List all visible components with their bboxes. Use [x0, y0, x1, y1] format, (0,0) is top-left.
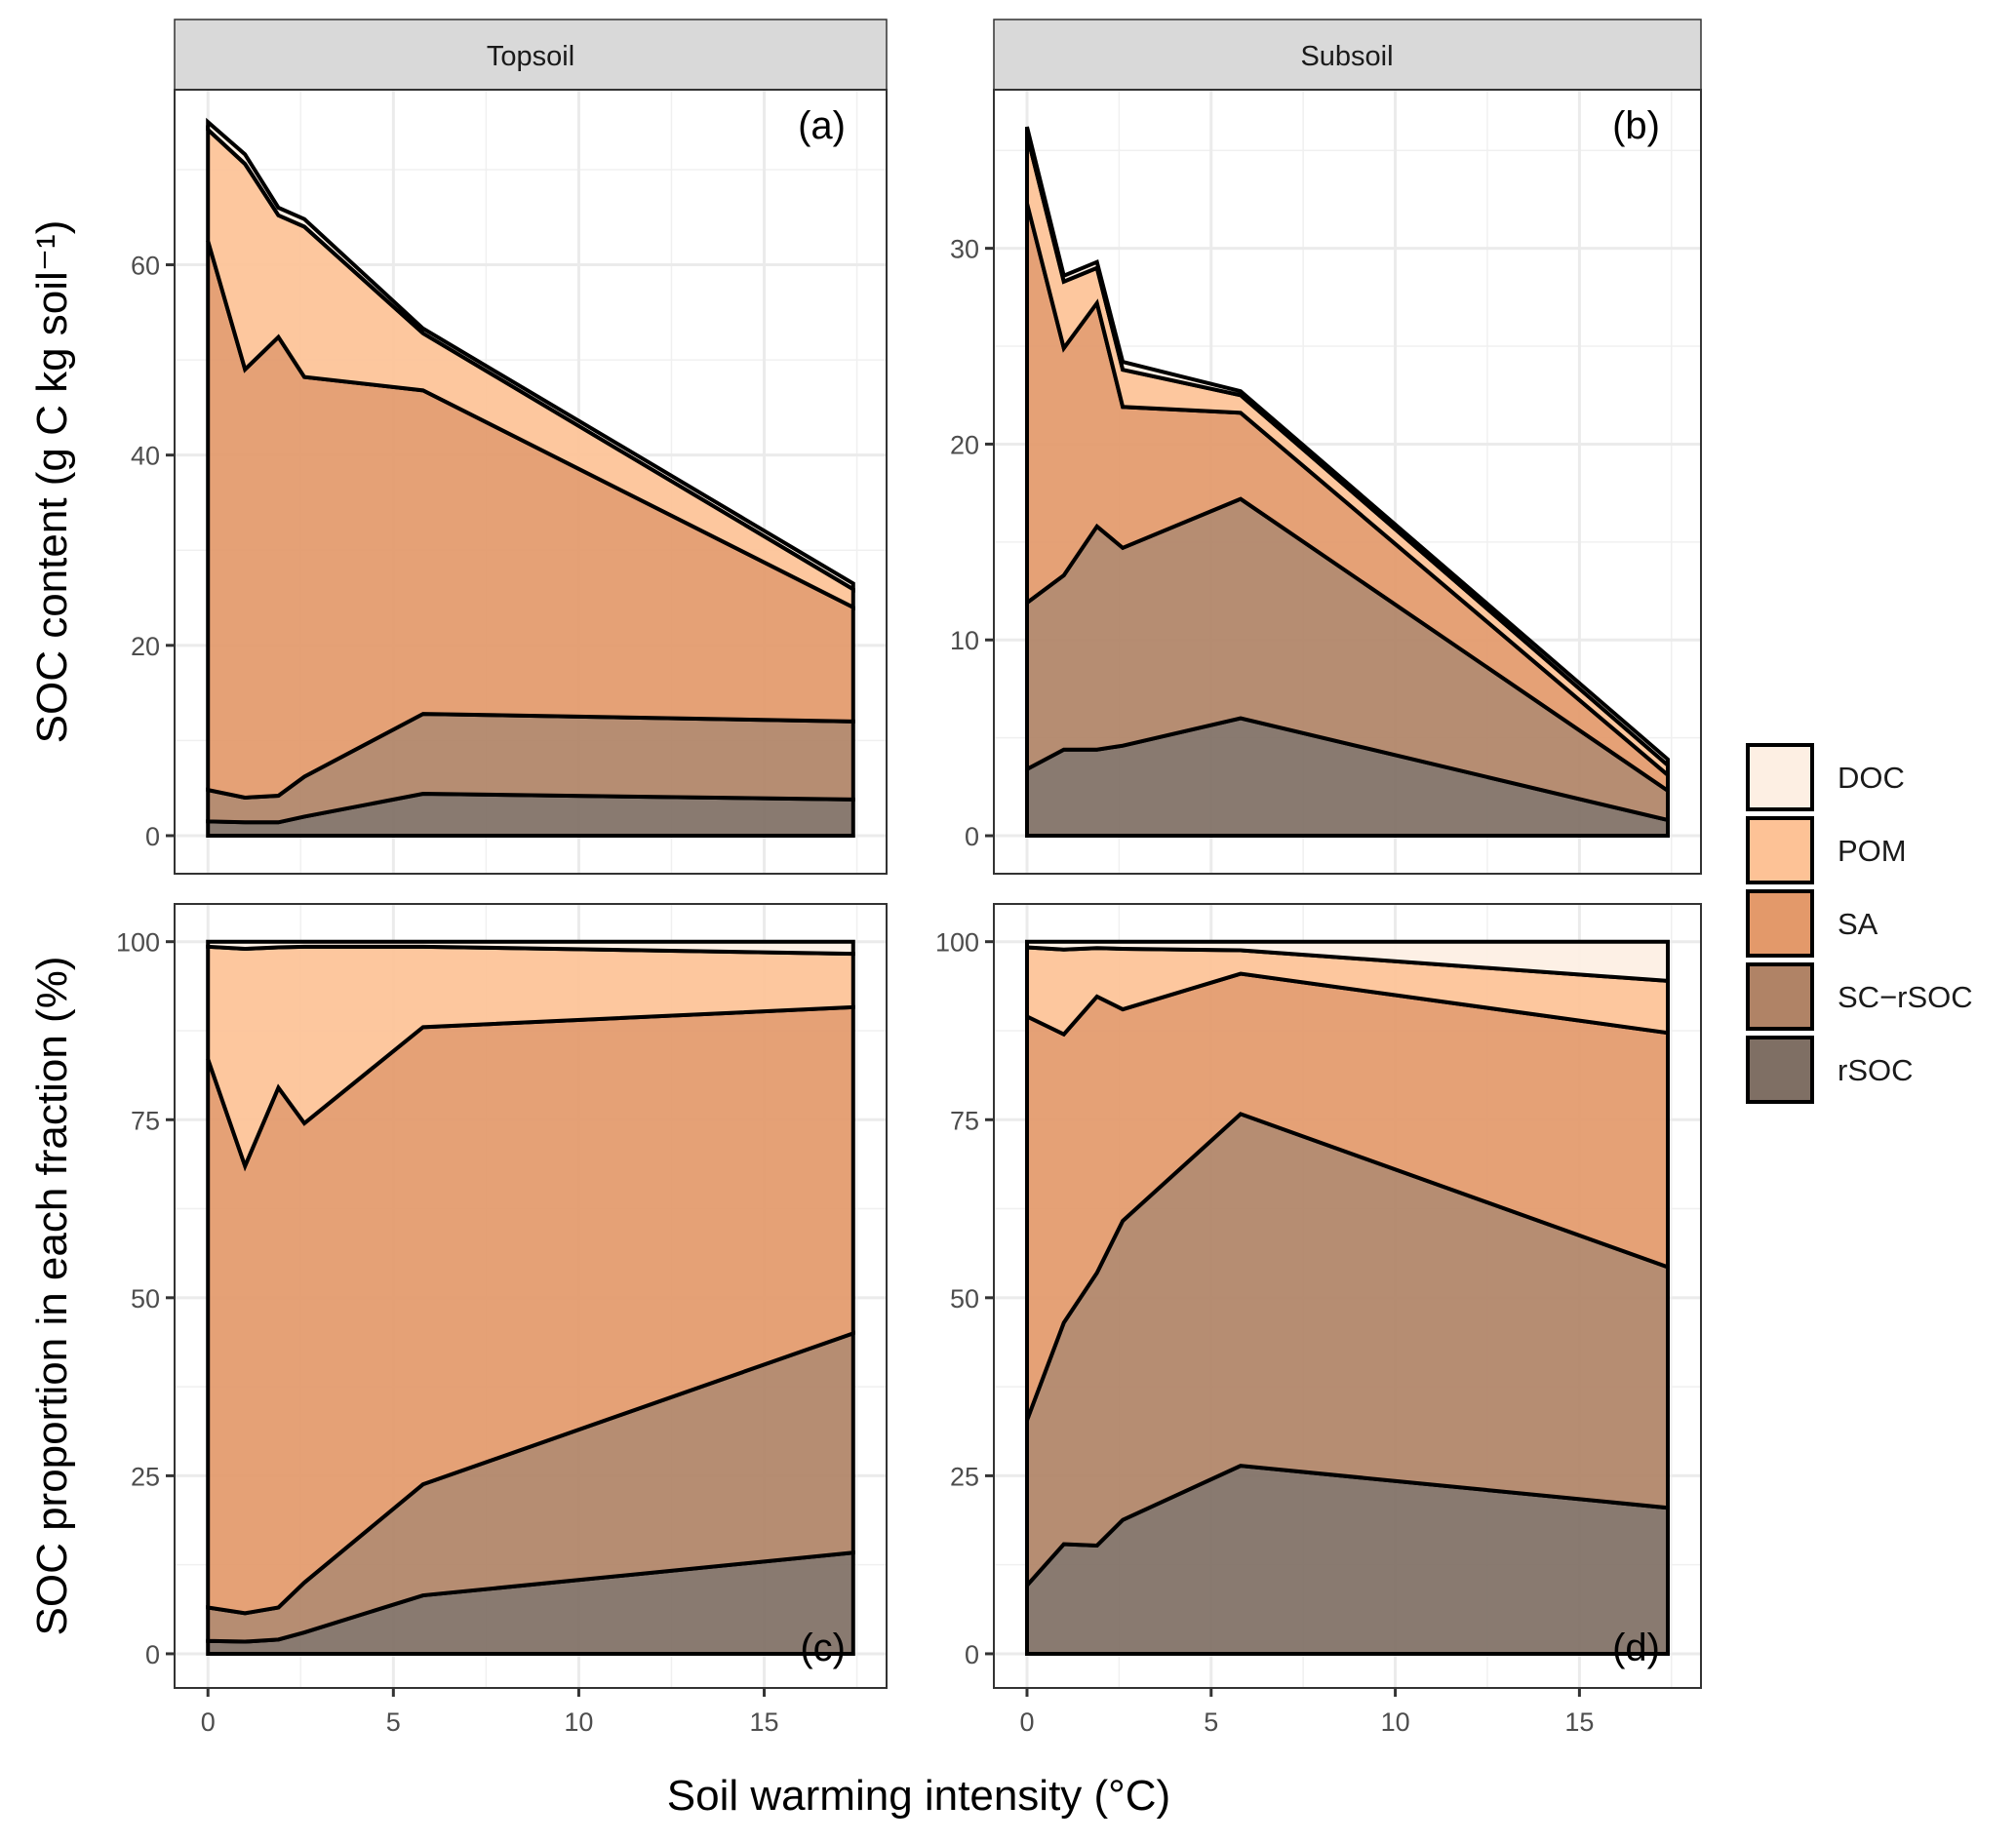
y-axis-title-proportion: SOC proportion in each fraction (%)	[28, 957, 76, 1636]
y-tick-label: 30	[950, 235, 979, 264]
area-doc	[1024, 939, 1671, 984]
x-tick-label: 10	[564, 1707, 593, 1737]
y-tick-label: 50	[131, 1284, 160, 1314]
legend-item-doc: DOC	[1746, 743, 1905, 811]
strip-label-topsoil: Topsoil	[487, 41, 574, 72]
legend-key	[1746, 1036, 1814, 1104]
legend-label: SC−rSOC	[1838, 980, 1973, 1014]
legend-label: POM	[1838, 834, 1907, 868]
legend: DOC POM SA SC−rSOC rSOC	[1746, 743, 1973, 1104]
panel-b: 0 10 20 30 (b)	[950, 89, 1702, 875]
y-tick-label: 20	[950, 430, 979, 459]
y-tick-label: 0	[145, 1640, 160, 1669]
legend-key	[1746, 816, 1814, 884]
legend-item-sc-rsoc: SC−rSOC	[1746, 962, 1973, 1031]
y-tick-label: 50	[950, 1284, 979, 1314]
legend-item-pom: POM	[1746, 816, 1907, 884]
legend-label: SA	[1838, 907, 1878, 941]
x-tick-label: 10	[1381, 1707, 1410, 1737]
panel-tag: (c)	[800, 1627, 846, 1669]
area-doc	[206, 939, 855, 957]
y-tick-label: 40	[131, 442, 160, 471]
panel-border	[993, 89, 1702, 875]
panel-d: 0 25 50 75 100 0 5 10 15 (d)	[935, 903, 1702, 1737]
y-tick-label: 10	[950, 626, 979, 655]
y-tick-label: 75	[950, 1106, 979, 1135]
panel-tag: (d)	[1612, 1627, 1660, 1669]
x-tick-label: 5	[386, 1707, 401, 1737]
strip-label-subsoil: Subsoil	[1300, 41, 1393, 72]
panel-a: 0 20 40 60 (a)	[131, 89, 888, 875]
panel-tag: (a)	[798, 104, 846, 147]
legend-key	[1746, 962, 1814, 1031]
legend-item-rsoc: rSOC	[1746, 1036, 1914, 1104]
legend-item-sa: SA	[1746, 889, 1878, 958]
x-axis-title: Soil warming intensity (°C)	[667, 1772, 1170, 1820]
area-doc	[1024, 126, 1671, 770]
y-tick-label: 0	[965, 822, 979, 851]
y-tick-label: 0	[145, 822, 160, 851]
legend-label: DOC	[1838, 761, 1905, 795]
panel-border	[174, 89, 888, 875]
panel-border	[993, 903, 1702, 1689]
y-tick-label: 75	[131, 1106, 160, 1135]
x-tick-label: 15	[750, 1707, 779, 1737]
x-tick-label: 5	[1204, 1707, 1218, 1737]
y-tick-label: 0	[965, 1640, 979, 1669]
y-tick-label: 60	[131, 252, 160, 281]
panel-tag: (b)	[1612, 104, 1660, 147]
legend-key	[1746, 743, 1814, 811]
y-tick-label: 25	[950, 1462, 979, 1491]
area-doc	[206, 117, 855, 593]
x-tick-label: 0	[1019, 1707, 1034, 1737]
panel-border	[174, 903, 888, 1689]
y-tick-label: 25	[131, 1462, 160, 1491]
legend-key	[1746, 889, 1814, 958]
x-tick-label: 15	[1564, 1707, 1594, 1737]
strip-topsoil: Topsoil	[174, 19, 888, 91]
y-tick-label: 100	[116, 928, 160, 958]
x-tick-label: 0	[201, 1707, 216, 1737]
strip-subsoil: Subsoil	[993, 19, 1702, 91]
y-axis-title-content: SOC content (g C kg soil⁻¹)	[28, 220, 76, 744]
y-tick-label: 20	[131, 632, 160, 661]
legend-label: rSOC	[1838, 1053, 1914, 1087]
panel-c: 0 25 50 75 100 0 5 10 15 (c)	[116, 903, 888, 1737]
y-tick-label: 100	[935, 928, 979, 958]
